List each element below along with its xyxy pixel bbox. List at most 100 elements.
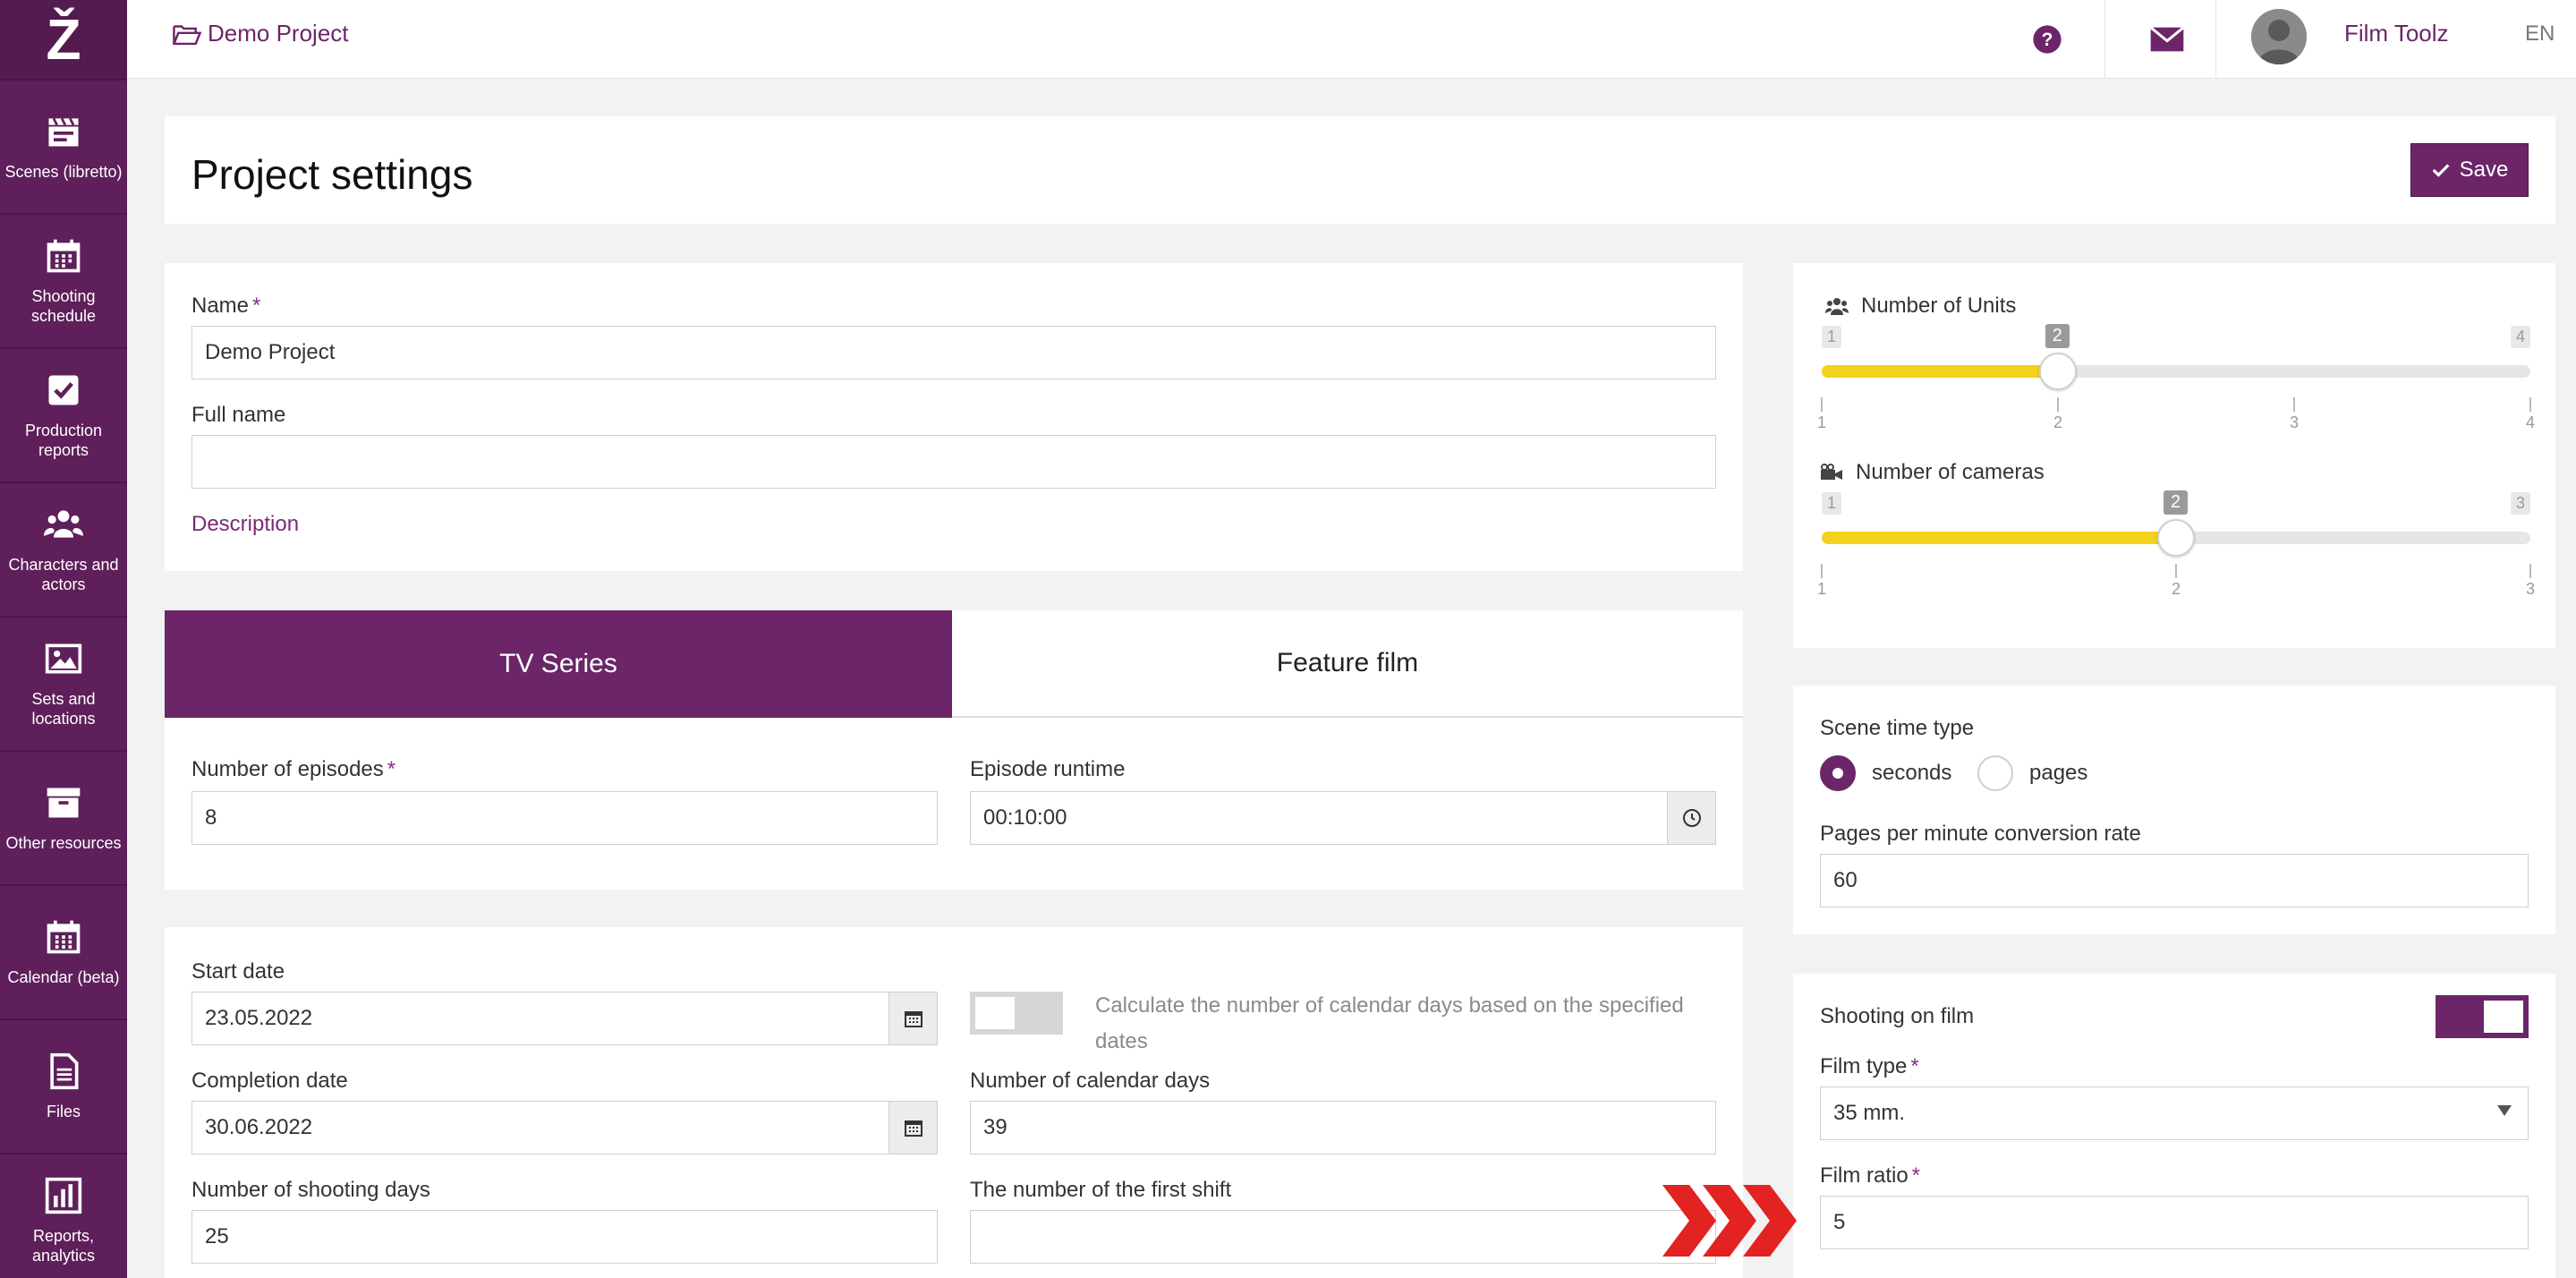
description-link[interactable]: Description	[191, 512, 300, 536]
units-tick	[2529, 397, 2531, 412]
sidebar-item-label: Sets and locations	[31, 690, 96, 728]
help-button[interactable]: ?	[2020, 0, 2074, 79]
units-tick-label: 1	[1817, 413, 1827, 431]
project-type-panel: TV Series Feature film Number of episode…	[165, 610, 1743, 890]
svg-text:?: ?	[2042, 29, 2053, 50]
cameras-tick	[2529, 564, 2531, 578]
shooting-on-film-toggle[interactable]	[2436, 995, 2529, 1038]
cameras-handle[interactable]	[2157, 519, 2195, 557]
sidebar-item-calendar[interactable]: Calendar (beta)	[0, 886, 127, 1020]
units-tick	[2057, 397, 2059, 412]
sidebar-item-label: Other resources	[5, 834, 122, 852]
sidebar-item-shooting-schedule[interactable]: Shooting schedule	[0, 215, 127, 349]
sidebar-item-files[interactable]: Files	[0, 1020, 127, 1154]
runtime-label: Episode runtime	[970, 757, 1126, 781]
seconds-radio[interactable]	[1820, 755, 1856, 791]
sidebar-item-production-reports[interactable]: Production reports	[0, 349, 127, 483]
calendar-icon	[47, 920, 81, 954]
completion-date-value: 30.06.2022	[205, 1115, 313, 1139]
sidebar-item-label: Files	[46, 1103, 81, 1120]
cameras-tick	[2175, 564, 2177, 578]
tab-tv-series[interactable]: TV Series	[165, 610, 952, 718]
sidebar: Ž Scenes (libretto) Shooting schedule Pr…	[0, 0, 127, 1278]
start-date-picker-button[interactable]	[888, 993, 937, 1044]
calendar-icon	[904, 1011, 922, 1027]
sidebar-item-label: Reports, analytics	[31, 1227, 96, 1265]
user-name[interactable]: Film Toolz	[2344, 20, 2449, 47]
full-name-label: Full name	[191, 403, 286, 427]
seconds-label[interactable]: seconds	[1872, 761, 1952, 785]
envelope-icon	[2149, 26, 2185, 52]
save-button[interactable]: Save	[2410, 143, 2529, 197]
pages-label[interactable]: pages	[2029, 761, 2088, 785]
cameras-label: Number of cameras	[1856, 460, 2045, 484]
sidebar-item-characters[interactable]: Characters and actors	[0, 483, 127, 618]
question-circle-icon: ?	[2033, 25, 2062, 54]
shooting-days-label: Number of shooting days	[191, 1178, 430, 1202]
sidebar-item-reports[interactable]: Reports, analytics	[0, 1154, 127, 1278]
film-ratio-input[interactable]: 5	[1820, 1196, 2529, 1249]
bar-chart-icon	[45, 1177, 82, 1214]
cameras-min: 1	[1822, 492, 1842, 515]
calendar-days-input[interactable]: 39	[970, 1101, 1716, 1154]
avatar[interactable]	[2251, 9, 2307, 64]
scene-time-panel: Scene time type seconds pages Pages per …	[1793, 686, 2555, 934]
completion-date-picker-button[interactable]	[888, 1102, 937, 1154]
calc-days-toggle[interactable]	[970, 992, 1063, 1035]
tab-feature-film[interactable]: Feature film	[952, 610, 1743, 718]
pointer-arrows-icon	[1662, 1185, 1797, 1257]
name-input[interactable]: Demo Project	[191, 326, 1716, 379]
sidebar-item-scenes[interactable]: Scenes (libretto)	[0, 81, 127, 215]
film-type-label: Film type *	[1820, 1054, 1919, 1078]
image-icon	[45, 643, 82, 674]
calc-days-note: Calculate the number of calendar days ba…	[1095, 993, 1684, 1018]
messages-button[interactable]	[2127, 0, 2207, 79]
units-handle[interactable]	[2038, 353, 2077, 390]
film-ratio-label: Film ratio *	[1820, 1163, 1921, 1188]
pages-radio[interactable]	[1977, 755, 2013, 791]
breadcrumb[interactable]: Demo Project	[172, 20, 349, 47]
episodes-input[interactable]: 8	[191, 791, 938, 845]
language-switch[interactable]: EN	[2525, 21, 2555, 46]
film-panel: Shooting on film Film type * 35 mm. Film …	[1793, 974, 2555, 1278]
film-type-value: 35 mm.	[1833, 1101, 1906, 1125]
completion-date-input[interactable]: 30.06.2022	[191, 1101, 938, 1154]
app-logo[interactable]: Ž	[0, 0, 127, 81]
units-slider[interactable]: 1 4 2 1 2 3 4	[1817, 324, 2535, 433]
video-camera-icon	[1821, 464, 1842, 480]
cameras-slider[interactable]: 1 3 2 1 2 3	[1817, 490, 2535, 600]
scene-time-label: Scene time type	[1820, 716, 1975, 740]
divider	[2104, 0, 2105, 79]
sidebar-item-sets-locations[interactable]: Sets and locations	[0, 618, 127, 752]
units-max: 4	[2510, 326, 2530, 348]
cameras-tick	[1821, 564, 1823, 578]
units-tick-label: 2	[2053, 413, 2063, 431]
calc-days-note-2: dates	[1095, 1029, 1148, 1053]
film-type-select[interactable]: 35 mm.	[1820, 1086, 2529, 1140]
sidebar-item-label: Shooting schedule	[30, 287, 97, 325]
breadcrumb-project: Demo Project	[208, 20, 349, 47]
cameras-tick-label: 1	[1817, 580, 1827, 598]
chevron-down-icon	[2497, 1105, 2512, 1116]
conversion-input[interactable]: 60	[1820, 854, 2529, 907]
units-panel: Number of Units 1 4 2 1 2 3 4 Number of cam…	[1793, 263, 2555, 648]
start-date-input[interactable]: 23.05.2022	[191, 992, 938, 1045]
calendar-grid-icon	[47, 239, 81, 273]
first-shift-input[interactable]	[970, 1210, 1716, 1264]
shooting-days-input[interactable]: 25	[191, 1210, 938, 1264]
sidebar-item-label: Scenes (libretto)	[4, 163, 123, 181]
sidebar-item-other-resources[interactable]: Other resources	[0, 752, 127, 886]
units-tick-label: 4	[2526, 413, 2536, 431]
calendar-icon	[904, 1120, 922, 1137]
runtime-input[interactable]: 00:10:00	[970, 791, 1716, 845]
page-title: Project settings	[191, 151, 473, 198]
shooting-on-film-label: Shooting on film	[1820, 1004, 1975, 1028]
user-icon	[2251, 9, 2307, 64]
header-panel: Project settings Save	[165, 116, 2555, 224]
completion-date-label: Completion date	[191, 1069, 348, 1093]
save-label: Save	[2459, 158, 2509, 182]
units-current: 2	[2045, 324, 2070, 348]
full-name-input[interactable]	[191, 435, 1716, 489]
start-date-label: Start date	[191, 959, 285, 984]
runtime-picker-button[interactable]	[1667, 792, 1715, 844]
